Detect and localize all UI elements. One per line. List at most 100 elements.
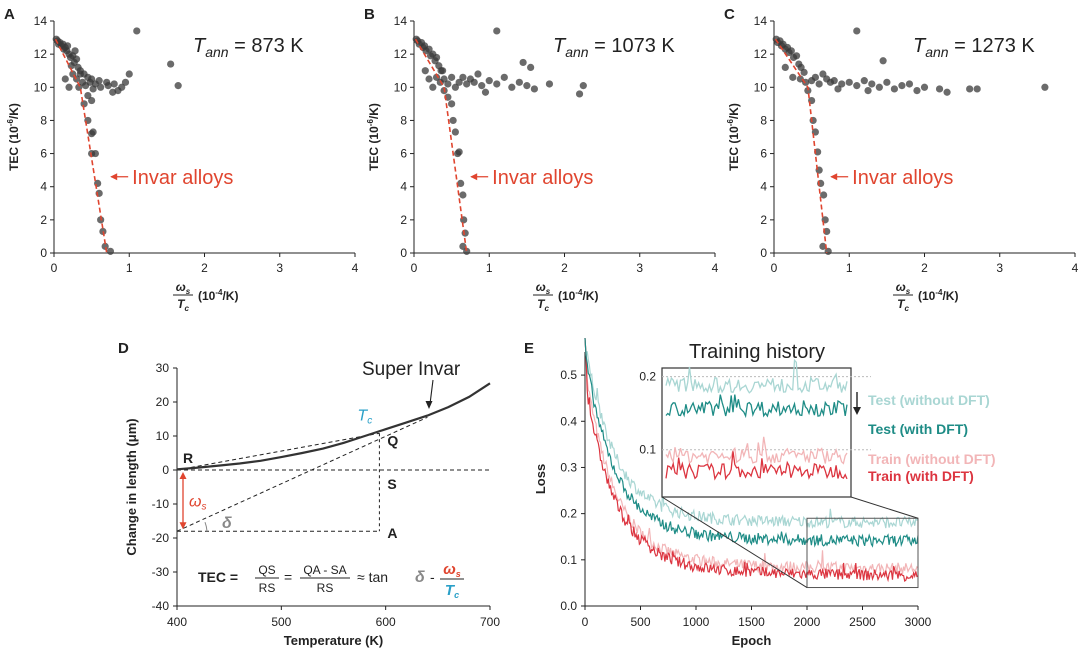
data-point	[95, 77, 103, 85]
x-tick-label: 2	[201, 261, 208, 275]
tann-value: = 1073 K	[589, 35, 676, 57]
formula-qasa: QA - SA	[303, 563, 346, 577]
data-point	[879, 57, 887, 65]
y-tick-label: 6	[400, 147, 407, 161]
x-tick-label: 0	[51, 261, 58, 275]
data-point	[820, 191, 828, 199]
data-point	[796, 75, 804, 83]
data-point	[455, 78, 463, 86]
y-axis-label-sup: -6	[6, 119, 15, 127]
y-axis-label-tail: /K)	[7, 103, 21, 119]
x-tick-label: 4	[352, 261, 359, 275]
loss-series-3	[584, 338, 919, 583]
data-point	[883, 78, 891, 86]
x-label-omega-sub: s	[186, 287, 191, 296]
y-tick-label: 10	[394, 80, 408, 94]
data-point	[875, 83, 883, 91]
y-tick-label: 0.0	[560, 599, 577, 613]
y-tick-label: 30	[156, 361, 170, 375]
formula-rs: RS	[259, 581, 276, 595]
x-tick-label: 1000	[683, 615, 710, 629]
x-tick-label: 4	[1072, 261, 1079, 275]
x-tick-label: 2	[561, 261, 568, 275]
y-tick-label: -10	[152, 497, 170, 511]
formula-tc-sub: c	[454, 590, 459, 600]
tann-sub: ann	[205, 44, 229, 60]
data-point	[174, 82, 182, 90]
loss-series-1	[584, 338, 919, 548]
data-point	[478, 82, 486, 90]
data-point	[84, 91, 92, 100]
x-label-unit-tail: /K)	[582, 289, 598, 303]
y-axis-label: Loss	[533, 464, 548, 494]
y-tick-label: 2	[40, 213, 47, 227]
x-label-unit-sup: -4	[575, 288, 583, 297]
y-axis-label-main: TEC (10	[367, 126, 381, 171]
y-axis-label-main: TEC (10	[727, 126, 741, 171]
expansion-curve	[176, 382, 491, 471]
super-invar-title: Super Invar	[362, 359, 461, 380]
panel-letter: C	[724, 6, 735, 23]
x-tick-label: 2000	[794, 615, 821, 629]
data-point	[75, 83, 83, 91]
data-point	[845, 78, 853, 86]
data-point	[457, 179, 465, 187]
x-tick-label: 1	[126, 261, 133, 275]
y-tick-label: 0	[162, 463, 169, 477]
delta-label: δ	[222, 515, 232, 532]
panel-letter: E	[524, 340, 534, 357]
formula-tec: TEC =	[198, 569, 238, 585]
y-tick-label: 12	[34, 47, 48, 61]
omega-arrowhead-top	[179, 472, 187, 479]
x-label-unit-sup: -4	[215, 288, 223, 297]
tann-title: Tann = 1073 K	[553, 35, 675, 60]
data-point	[787, 47, 795, 55]
x-label-unit-main: (10	[918, 289, 936, 303]
y-tick-label: 12	[394, 47, 408, 61]
data-point	[429, 83, 437, 91]
x-tick-label: 3	[636, 261, 643, 275]
formula-omega: ωs	[443, 561, 461, 579]
y-axis-label-tail: /K)	[727, 103, 741, 119]
y-tick-label: 20	[156, 395, 170, 409]
data-point	[860, 77, 868, 85]
data-point	[121, 78, 130, 86]
invar-trend-line	[414, 38, 468, 254]
data-point	[838, 80, 846, 88]
data-point	[470, 78, 478, 86]
y-tick-label: 0	[40, 246, 47, 260]
x-label-t-sub: c	[904, 304, 909, 313]
data-point	[438, 67, 447, 75]
x-label-t-sub: c	[184, 304, 189, 313]
y-tick-label: 14	[34, 14, 48, 28]
panel-letter: A	[4, 6, 15, 23]
y-tick-label: 8	[400, 113, 407, 127]
x-label-unit: (10-4/K)	[918, 288, 958, 303]
tann-t: T	[553, 35, 567, 57]
tc-sub: c	[367, 415, 372, 426]
label-r: R	[183, 450, 193, 466]
data-point	[109, 88, 117, 96]
data-point	[448, 73, 456, 81]
data-point	[804, 87, 812, 95]
x-label-omega: ω	[176, 280, 186, 294]
formula-omega-symbol: ω	[443, 561, 456, 578]
x-label-unit-tail: /K)	[942, 289, 958, 303]
data-point	[76, 70, 84, 78]
data-point	[72, 55, 81, 63]
x-tick-label: 4	[712, 261, 719, 275]
y-tick-label: 0.4	[560, 414, 577, 428]
zoom-connector-2	[850, 496, 919, 519]
data-point	[493, 27, 501, 35]
x-label-t-sub: c	[544, 304, 549, 313]
y-tick-label: 2	[400, 213, 407, 227]
y-axis-label-sup: -6	[366, 119, 375, 127]
y-tick-label: 10	[754, 80, 768, 94]
data-point	[920, 83, 929, 91]
data-point	[421, 67, 429, 75]
data-point	[493, 80, 501, 88]
x-label-unit-tail: /K)	[222, 289, 238, 303]
annotation-arrowhead	[110, 173, 118, 181]
x-tick-label: 0	[582, 615, 589, 629]
